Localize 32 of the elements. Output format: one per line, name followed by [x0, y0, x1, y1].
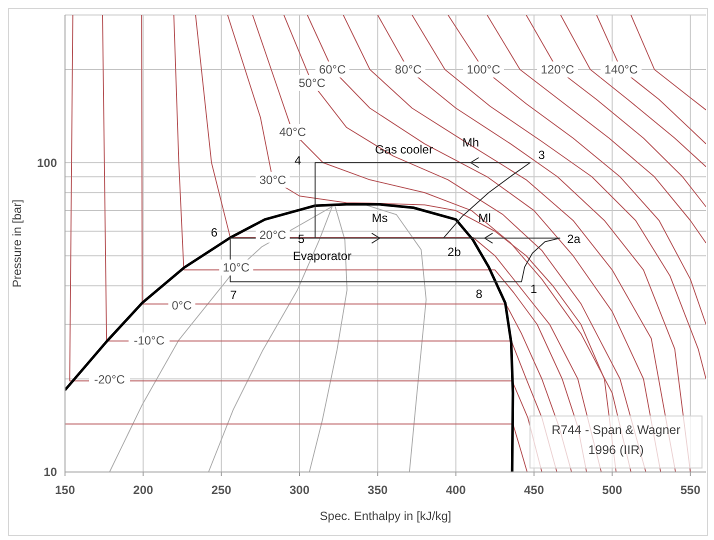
annotation: 2b — [448, 245, 462, 260]
x-axis-title: Spec. Enthalpy in [kJ/kg] — [320, 509, 452, 523]
annotation: -10°C — [134, 334, 165, 348]
annotation: 6 — [210, 225, 218, 240]
y-tick-label: 100 — [36, 156, 58, 170]
annotation: 50°C — [298, 76, 326, 90]
annotation: 40°C — [279, 125, 306, 140]
x-tick-label: 300 — [289, 483, 310, 497]
annotation: Ml — [478, 211, 491, 226]
annotation: Evaporator — [292, 248, 352, 263]
annotation: 0°C — [172, 298, 192, 312]
x-tick-label: 450 — [524, 483, 544, 497]
x-tick-label: 200 — [133, 483, 154, 497]
annotation: -20°C — [94, 372, 126, 387]
annotation: Ms — [372, 211, 388, 226]
y-tick-label: 10 — [44, 465, 58, 480]
annotation: 1 — [530, 282, 538, 296]
annotation: 3 — [538, 148, 546, 162]
x-tick-label: 250 — [211, 483, 232, 497]
annotation: 7 — [230, 288, 238, 302]
annotation: 8 — [476, 287, 483, 302]
y-axis-title: Pressure in [bar] — [10, 199, 24, 288]
annotation: 4 — [294, 153, 302, 168]
annotation: 20°C — [259, 228, 287, 242]
x-tick-label: 400 — [446, 483, 466, 497]
x-tick-label: 500 — [602, 483, 623, 497]
x-tick-label: 350 — [368, 483, 388, 497]
x-tick-label: 550 — [680, 483, 701, 497]
annotation: 10°C — [222, 260, 250, 275]
annotation: R744 - Span & Wagner 1996 (IIR) — [552, 423, 680, 457]
x-tick-label: 150 — [54, 483, 76, 497]
annotation: 2a — [567, 232, 581, 246]
